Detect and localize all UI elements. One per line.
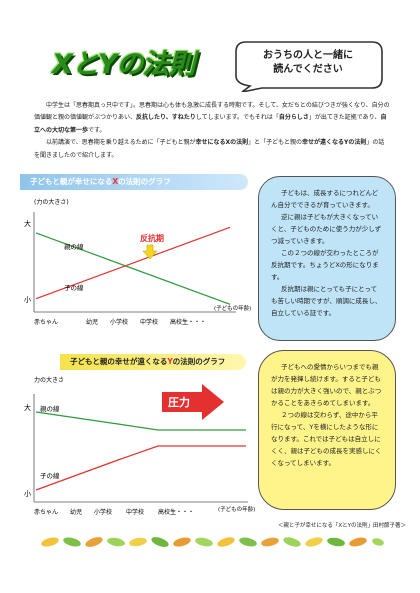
bubble-line-2: 読んでください: [273, 64, 343, 75]
leaf-icon: [173, 537, 191, 547]
chart1-tick-4: 高校生・・・: [170, 318, 206, 326]
leaf-icon: [151, 537, 169, 547]
leaf-icon: [217, 537, 235, 547]
intro-paragraph-2: 以前講演で、思春期を乗り越えるために「子どもと親が幸せになるXの法則」と「子ども…: [34, 139, 385, 159]
chart1-parent-line: [35, 232, 231, 305]
leaf-icon: [85, 537, 103, 547]
leaf-icon: [327, 537, 345, 547]
y-law-chart: 力の大きさ 大 小 親の線 子の線 圧力 (子どもの年齢) 赤ちゃん 幼児 小学…: [24, 376, 255, 516]
speech-bubble: [235, 41, 383, 92]
chart1-tick-1: 幼児: [86, 318, 98, 326]
source-credit: ＜親と子が幸せになる「XとYの法則」田村節子著＞: [277, 523, 406, 529]
leaf-icon: [283, 537, 301, 547]
leaf-icon: [129, 537, 147, 547]
chart1-child-label: 子の線: [64, 283, 84, 292]
chart2-annotation: 圧力: [168, 395, 190, 409]
title-logo: XとYの法則: [52, 36, 230, 94]
x-law-chart: (力の大きさ) 大 小 親の線 子の線 反抗期 (子どもの年齢) 赤ちゃん 幼児…: [24, 198, 251, 326]
chart1-y-high: 大: [24, 219, 31, 228]
chart1-tick-0: 赤ちゃん: [34, 319, 58, 326]
chart2-y-high: 大: [24, 403, 31, 412]
chart1-annotation: 反抗期: [140, 233, 164, 243]
leaf-icon: [239, 537, 257, 547]
bubble-text: おうちの人と一緒に 読んでください: [242, 49, 374, 77]
chart2-tick-4: 高校生・・・: [158, 508, 194, 516]
chart2-child-label: 子の線: [40, 471, 60, 480]
leaf-icon: [195, 537, 213, 547]
leaf-icon: [305, 537, 323, 547]
chart1-arrow-icon: [142, 244, 158, 260]
leaf-icon: [372, 538, 384, 546]
chart2-tick-3: 中学校: [126, 508, 144, 516]
chart1-ylabel: (力の大きさ): [34, 198, 69, 206]
pressure-arrow-icon: [162, 384, 224, 420]
chart1-y-low: 小: [24, 295, 31, 304]
leaf-icon: [107, 537, 125, 547]
leaf-icon: [349, 537, 367, 547]
chart2-tick-1: 幼児: [70, 508, 82, 516]
bubble-line-1: おうちの人と一緒に: [263, 50, 353, 61]
intro-paragraph-1: 中学生は「思春期真っ只中です」。思春期は心も体も急激に成長する時期です。そして、…: [34, 102, 390, 134]
chart2-tick-2: 小学校: [94, 508, 112, 516]
chart1-title: 子どもと親が幸せになるXの法則のグラフ: [20, 174, 248, 190]
chart2-parent-line: [35, 411, 246, 431]
decorative-leaves-border: [41, 537, 384, 547]
chart2-tick-0: 赤ちゃん: [34, 509, 58, 516]
chart1-tick-3: 中学校: [140, 318, 158, 326]
chart2-y-low: 小: [24, 489, 31, 498]
chart2-parent-label: 親の線: [40, 404, 60, 413]
leaf-icon: [261, 537, 279, 547]
leaf-icon: [41, 537, 59, 547]
chart2-xlabel: (子どもの年齢): [218, 505, 255, 513]
chart1-parent-label: 親の線: [64, 242, 84, 251]
chart1-tick-2: 小学校: [110, 318, 128, 326]
y-law-explanation: 子どもへの愛情からいつまでも親が力を発揮し続けます。すると子どもは親の力が大きく…: [258, 350, 396, 510]
chart1-child-line: [35, 226, 231, 300]
chart2-title: 子どもと親の幸せが遠くなるYの法則のグラフ: [60, 354, 246, 370]
chart2-child-line: [35, 445, 246, 491]
page-title: XとYの法則: [52, 49, 195, 80]
leaf-icon: [63, 537, 81, 547]
intro-text: 中学生は「思春期真っ只中です」。思春期は心も体も急激に成長する時期です。そして、…: [34, 100, 390, 162]
chart2-ylabel: 力の大きさ: [34, 376, 64, 384]
chart1-xlabel: (子どもの年齢): [214, 304, 251, 312]
x-law-explanation: 子どもは、成長するにつれどんどん自分でできるが育っていきます。 逆に親は子どもが…: [258, 176, 396, 341]
